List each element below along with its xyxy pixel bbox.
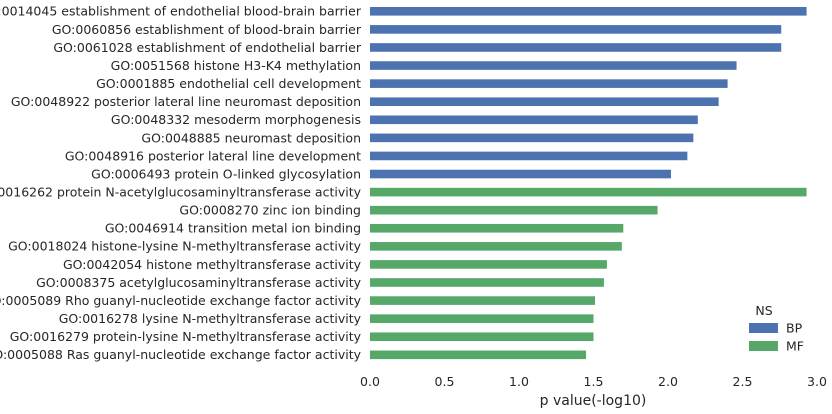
x-axis-title: p value(-log10) (540, 393, 647, 409)
x-tick-label-4: 1.5 (584, 374, 604, 389)
category-label-mf-9: GO:0016279 protein-lysine N-methyltransf… (10, 329, 362, 344)
bar-bp-3 (370, 43, 782, 52)
bar-bp-2 (370, 25, 782, 34)
bar-mf-5 (370, 260, 607, 269)
legend: NS BP MF (749, 303, 804, 354)
bar-bp-9 (370, 151, 688, 161)
bar-mf-10 (370, 350, 587, 360)
legend-swatch-mf (749, 341, 778, 351)
category-label-mf-3: GO:0046914 transition metal ion binding (105, 221, 361, 236)
bar-bp-4 (370, 61, 737, 70)
bar-mf-8 (370, 314, 594, 323)
bar-mf-4 (370, 242, 622, 251)
category-label-mf-2: GO:0008270 zinc ion binding (179, 203, 361, 218)
category-label-mf-10: GO:0005088 Ras guanyl-nucleotide exchang… (0, 347, 362, 362)
bar-mf-9 (370, 332, 594, 342)
x-tick-label-7: 3.0 (807, 374, 827, 389)
category-label-mf-4: GO:0018024 histone-lysine N-methyltransf… (8, 239, 361, 254)
category-label-bp-1: GO:0014045 establishment of endothelial … (0, 4, 362, 19)
category-label-bp-3: GO:0061028 establishment of endothelial … (53, 40, 362, 55)
bar-mf-7 (370, 296, 595, 305)
category-label-mf-6: GO:0008375 acetylglucosaminyltransferase… (36, 275, 361, 290)
x-tick-label-3: 1.0 (509, 374, 529, 389)
bar-mf-1 (370, 187, 807, 197)
bar-bp-8 (370, 133, 694, 143)
category-label-bp-5: GO:0001885 endothelial cell development (96, 76, 361, 91)
bar-bp-6 (370, 97, 719, 106)
bar-mf-2 (370, 205, 658, 215)
legend-label-mf: MF (786, 339, 804, 354)
category-labels: GO:0014045 establishment of endothelial … (0, 4, 362, 363)
category-label-bp-10: GO:0006493 protein O-linked glycosylatio… (91, 166, 361, 181)
category-label-bp-6: GO:0048922 posterior lateral line neurom… (11, 94, 361, 109)
category-label-mf-7: GO:0005089 Rho guanyl-nucleotide exchang… (0, 293, 362, 308)
x-tick-label-5: 2.0 (658, 374, 678, 389)
category-label-mf-8: GO:0016278 lysine N-methyltransferase ac… (59, 311, 362, 326)
category-label-bp-7: GO:0048332 mesoderm morphogenesis (111, 112, 361, 127)
legend-label-bp: BP (786, 321, 803, 336)
bar-bp-1 (370, 7, 807, 16)
legend-entries: BP MF (749, 321, 804, 354)
bar-bp-7 (370, 115, 698, 125)
x-axis-ticks: 0.0 0.5 1.0 1.5 2.0 2.5 3.0 (360, 374, 827, 389)
legend-swatch-bp (749, 323, 778, 333)
bars-layer (370, 7, 807, 360)
category-label-mf-5: GO:0042054 histone methyltransferase act… (63, 257, 362, 272)
bar-mf-6 (370, 278, 604, 287)
category-label-mf-1: GO:0016262 protein N-acetylglucosaminylt… (0, 185, 362, 200)
x-tick-label-1: 0.0 (360, 374, 380, 389)
category-label-bp-9: GO:0048916 posterior lateral line develo… (65, 148, 361, 163)
category-label-bp-2: GO:0060856 establishment of blood-brain … (52, 22, 362, 37)
legend-title: NS (755, 303, 772, 318)
x-tick-label-6: 2.5 (733, 374, 753, 389)
x-tick-label-2: 0.5 (435, 374, 455, 389)
bar-bp-10 (370, 169, 671, 179)
category-label-bp-8: GO:0048885 neuromast deposition (141, 130, 361, 145)
bar-bp-5 (370, 79, 728, 88)
bar-mf-3 (370, 223, 624, 233)
category-label-bp-4: GO:0051568 histone H3-K4 methylation (111, 58, 361, 73)
